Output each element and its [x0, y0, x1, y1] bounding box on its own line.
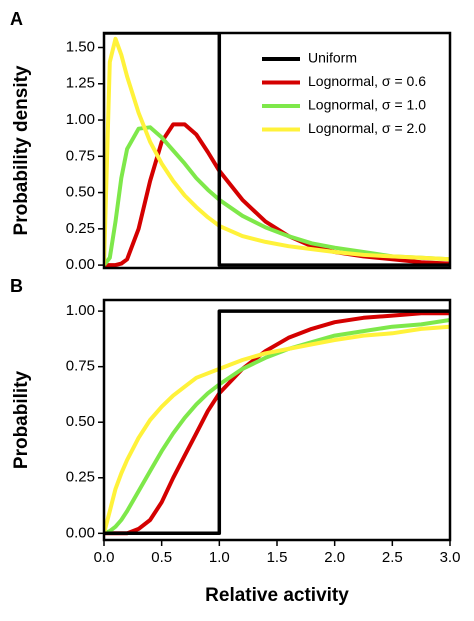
- x-tick-label: 0.5: [151, 549, 172, 566]
- y-tick-label: 0.50: [66, 413, 95, 430]
- x-tick-label: 3.0: [440, 549, 461, 566]
- x-tick-label: 1.0: [209, 549, 230, 566]
- plot-frame: [102, 298, 452, 542]
- series-line: [104, 125, 450, 267]
- x-tick-label: 1.5: [267, 549, 288, 566]
- y-tick-label: 0.25: [66, 469, 95, 486]
- y-tick-label: 0.25: [66, 220, 95, 237]
- series-line: [104, 309, 450, 536]
- panel-label: B: [10, 276, 23, 296]
- y-tick-label: 1.00: [66, 111, 95, 128]
- panel: A Probability density 0.00 0.25 0.50 0.75 1.00…: [10, 9, 452, 273]
- legend-label: Lognormal, σ = 2.0: [308, 120, 426, 136]
- y-tick-label: 0.75: [66, 358, 95, 375]
- plot-frame: [102, 31, 452, 270]
- y-tick-label: 0.00: [66, 524, 95, 541]
- x-tick-label: 2.5: [382, 549, 403, 566]
- y-axis-label: Probability: [11, 370, 32, 469]
- panel: B Probability Relative activity 0.00 0.25 0.5…: [10, 276, 460, 606]
- y-tick-label: 1.00: [66, 302, 95, 319]
- y-tick-label: 1.25: [66, 75, 95, 92]
- series-line: [104, 36, 450, 266]
- y-tick-label: 1.50: [66, 38, 95, 55]
- x-axis-label: Relative activity: [205, 585, 349, 606]
- y-tick-label: 0.50: [66, 184, 95, 201]
- y-tick-label: 0.00: [66, 256, 95, 273]
- series-line: [104, 311, 450, 536]
- legend-label: Lognormal, σ = 0.6: [308, 73, 426, 89]
- x-tick-label: 0.0: [94, 549, 115, 566]
- series-line: [104, 33, 450, 267]
- legend-label: Uniform: [308, 50, 357, 66]
- series-line: [104, 318, 450, 536]
- panel-label: A: [10, 9, 23, 29]
- y-axis-label: Probability density: [11, 65, 32, 235]
- series-line: [104, 324, 450, 534]
- y-tick-label: 0.75: [66, 147, 95, 164]
- legend-label: Lognormal, σ = 1.0: [308, 97, 426, 113]
- x-tick-label: 2.0: [324, 549, 345, 566]
